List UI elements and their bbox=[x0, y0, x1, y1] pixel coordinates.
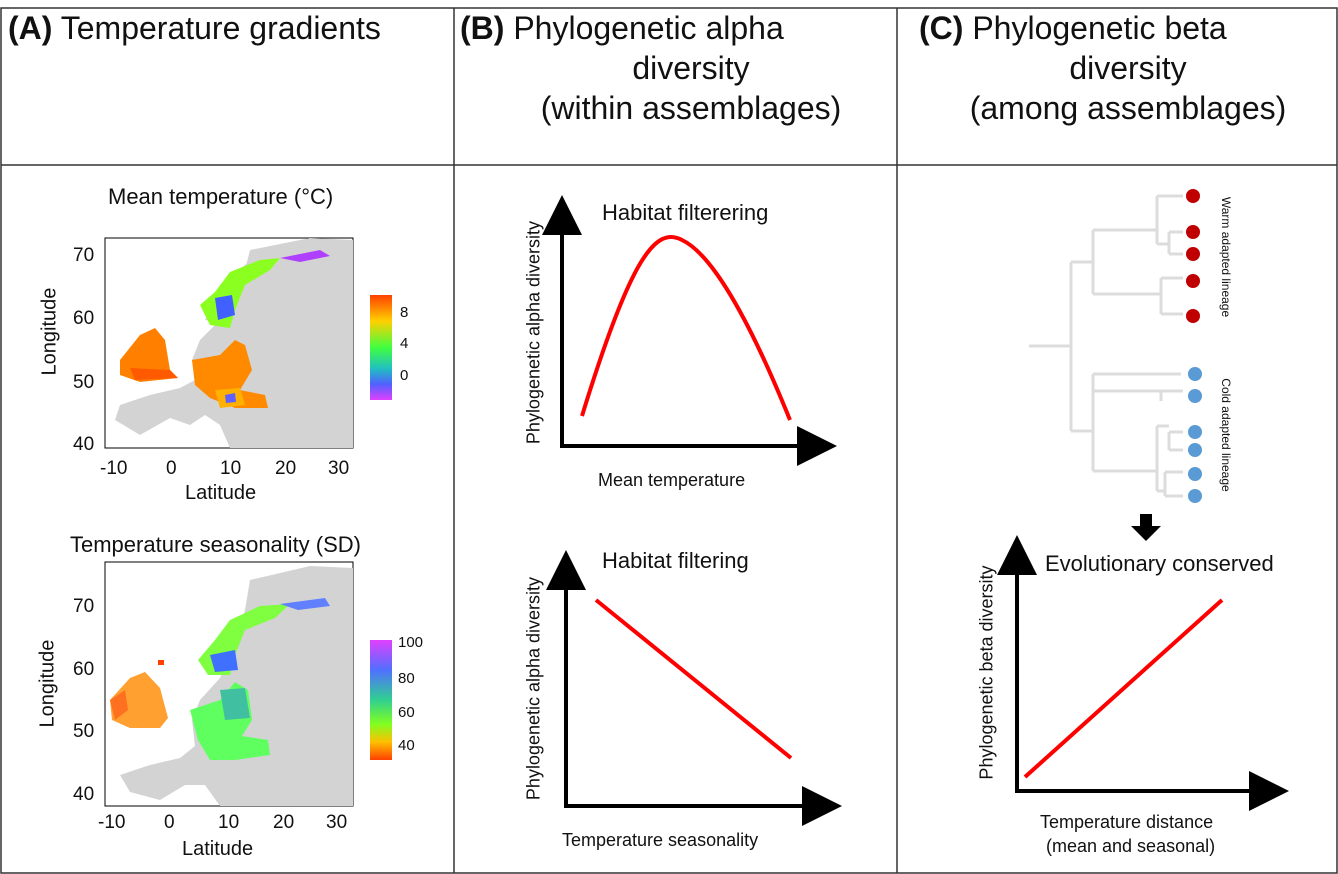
warm-lineage-label: Warm adapted lineage bbox=[1219, 196, 1233, 318]
plot3-xlabel-line1: Temperature distance bbox=[1040, 812, 1214, 832]
cold-tip bbox=[1188, 489, 1202, 503]
map1-ylabel: Longitude bbox=[38, 287, 61, 376]
panel-b-plots bbox=[542, 195, 842, 826]
plot1-ylabel: Phylogenetic alpha diversity bbox=[523, 220, 544, 445]
cold-lineage-label: Cold adapted lineage bbox=[1219, 378, 1233, 492]
panel-a-tag: (A) bbox=[8, 10, 53, 46]
cold-tip bbox=[1188, 367, 1202, 381]
map1-heat-uk-warm bbox=[130, 368, 178, 380]
map1-legend-tick-1: 4 bbox=[400, 335, 409, 352]
map2-ylabel: Longitude bbox=[36, 639, 59, 728]
map1-ytick-3: 40 bbox=[73, 434, 95, 455]
map1-legend-tick-0: 8 bbox=[400, 304, 409, 321]
panel-b-title-line1: Phylogenetic alpha bbox=[513, 10, 784, 46]
map2-heat-central bbox=[190, 682, 270, 760]
map2-title: Temperature seasonality (SD) bbox=[70, 532, 362, 557]
panel-b-tag: (B) bbox=[460, 10, 505, 46]
plot2-decline-line bbox=[594, 598, 793, 760]
map2-heat-central-blue bbox=[220, 688, 250, 720]
map2-xtick-0: -10 bbox=[98, 812, 126, 833]
map1-ytick-0: 70 bbox=[73, 245, 95, 266]
warm-tip bbox=[1186, 274, 1200, 288]
plot2-ylabel: Phylogenetic alpha diversity bbox=[523, 576, 544, 801]
panel-a-title: Temperature gradients bbox=[60, 10, 381, 46]
map1-xlabel: Latitude bbox=[185, 482, 257, 504]
map1-xtick-1: 0 bbox=[166, 458, 177, 479]
down-arrow-icon bbox=[1131, 514, 1161, 541]
map2-heat-scand-blue bbox=[210, 650, 238, 672]
map2-legend-tick-3: 40 bbox=[398, 737, 415, 754]
map2-xtick-3: 20 bbox=[273, 812, 295, 833]
map1-xtick-0: -10 bbox=[100, 458, 128, 479]
map2-xtick-2: 10 bbox=[218, 812, 240, 833]
plot1-xlabel: Mean temperature bbox=[598, 470, 746, 490]
warm-tip bbox=[1186, 247, 1200, 261]
warm-tip bbox=[1186, 225, 1200, 239]
panel-b-title-line3: (within assemblages) bbox=[540, 90, 842, 126]
panel-c-title-line2: diversity bbox=[1069, 50, 1187, 86]
map1-ytick-1: 60 bbox=[73, 308, 95, 329]
map2-ytick-0: 70 bbox=[73, 596, 95, 617]
map2-legend-tick-1: 80 bbox=[398, 670, 415, 687]
map2-heat-north bbox=[280, 598, 330, 610]
panel-b-header: (B) Phylogenetic alpha diversity (within… bbox=[456, 8, 896, 128]
map2-heat-ireland bbox=[110, 690, 128, 720]
plot2-xlabel: Temperature seasonality bbox=[562, 830, 759, 850]
map1-legend-bar bbox=[370, 295, 392, 400]
map2-svg bbox=[104, 561, 392, 807]
cold-tip bbox=[1188, 467, 1202, 481]
map1-xtick-4: 30 bbox=[328, 458, 350, 479]
map2-legend-tick-0: 100 bbox=[398, 634, 424, 651]
plot3-title: Evolutionary conserved bbox=[1045, 551, 1274, 576]
plot3-ylabel: Phylogenetic beta diversity bbox=[976, 565, 997, 780]
plot3-increase-line bbox=[1023, 598, 1224, 779]
map2-legend-tick-2: 60 bbox=[398, 704, 415, 721]
map2-legend-bar bbox=[370, 640, 392, 760]
panel-b-title-line2: diversity bbox=[632, 50, 750, 86]
map2-xtick-4: 30 bbox=[326, 812, 348, 833]
phylogenetic-tree bbox=[1029, 194, 1183, 498]
map2-heat-uk bbox=[110, 672, 168, 728]
plot1-title: Habitat filterering bbox=[602, 200, 769, 225]
map1-xtick-3: 20 bbox=[275, 458, 297, 479]
panel-c-header: (C) Phylogenetic beta diversity (among a… bbox=[899, 8, 1337, 128]
plot2-title: Habitat filtering bbox=[602, 548, 749, 573]
map1-heat-alps-cold bbox=[225, 393, 236, 403]
map1-heat-central bbox=[192, 340, 268, 408]
panel-a-header: (A) Temperature gradients bbox=[8, 8, 448, 48]
map1-svg bbox=[104, 237, 392, 449]
plot3-xlabel-line2: (mean and seasonal) bbox=[1046, 836, 1216, 856]
plot1-hump-curve bbox=[580, 234, 792, 421]
map2-xlabel: Latitude bbox=[182, 838, 254, 860]
panel-c-tag: (C) bbox=[919, 10, 964, 46]
map1-ytick-2: 50 bbox=[73, 372, 95, 393]
cold-tip bbox=[1188, 443, 1202, 457]
map1-heat-scand-cold bbox=[215, 295, 235, 320]
map2-xtick-1: 0 bbox=[164, 812, 175, 833]
panel-c-title-line1: Phylogenetic beta bbox=[972, 10, 1227, 46]
warm-tip bbox=[1186, 189, 1200, 203]
map2-ytick-1: 60 bbox=[73, 659, 95, 680]
map2-ytick-2: 50 bbox=[73, 721, 95, 742]
map1-heat-north bbox=[280, 250, 330, 262]
cold-tip bbox=[1188, 425, 1202, 439]
map2-ytick-3: 40 bbox=[73, 784, 95, 805]
map2-heat-spot bbox=[158, 660, 164, 665]
map1-title: Mean temperature (°C) bbox=[108, 184, 334, 209]
panel-c-tree bbox=[997, 189, 1289, 811]
panel-c-title-line3: (among assemblages) bbox=[969, 90, 1287, 126]
map1-xtick-2: 10 bbox=[220, 458, 242, 479]
warm-tip bbox=[1186, 309, 1200, 323]
map1-legend-tick-2: 0 bbox=[400, 367, 409, 384]
cold-tip bbox=[1188, 389, 1202, 403]
